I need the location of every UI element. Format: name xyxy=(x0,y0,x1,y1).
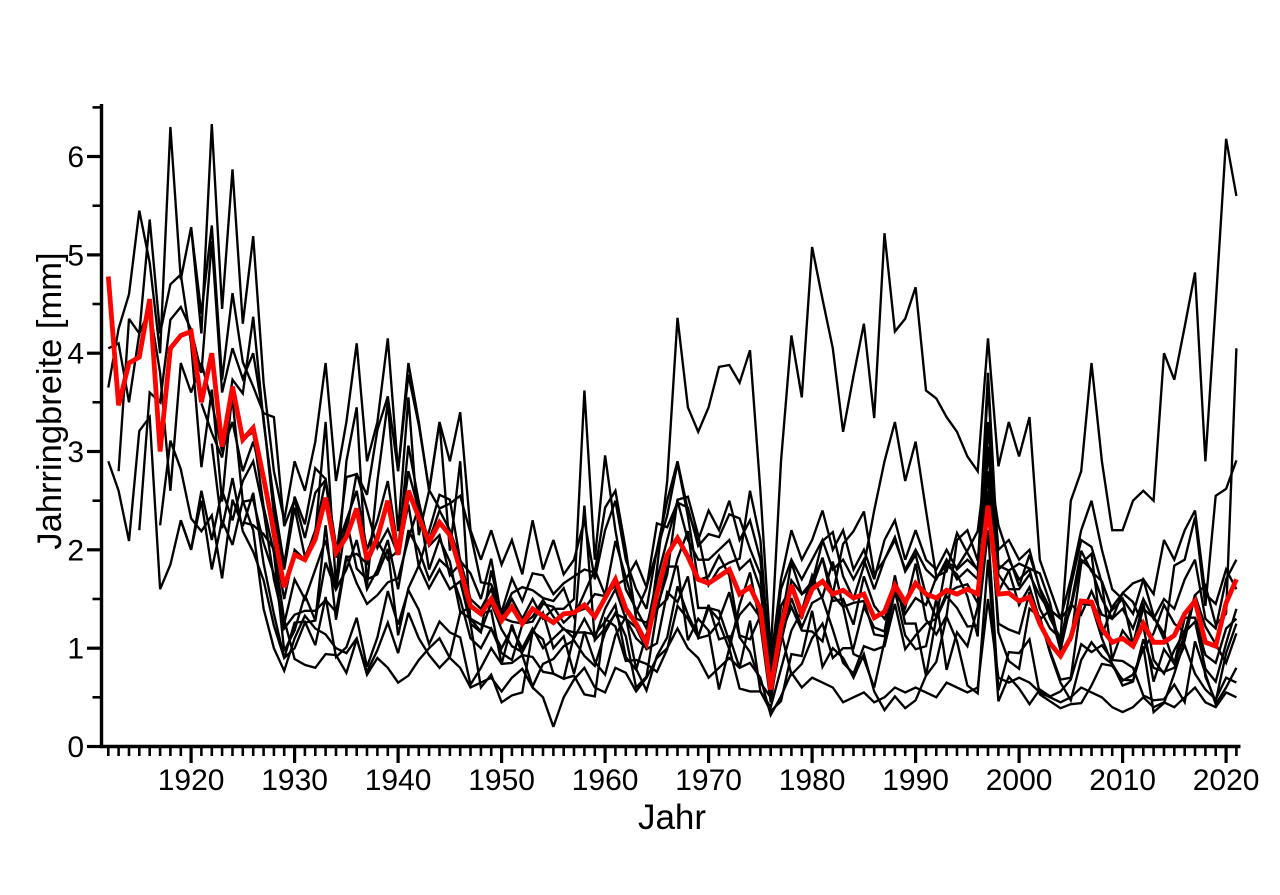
svg-text:2: 2 xyxy=(67,534,84,567)
svg-text:5: 5 xyxy=(67,239,84,272)
svg-text:1960: 1960 xyxy=(572,764,639,797)
svg-text:2010: 2010 xyxy=(1089,764,1156,797)
svg-text:1950: 1950 xyxy=(468,764,535,797)
svg-text:3: 3 xyxy=(67,436,84,469)
svg-text:1970: 1970 xyxy=(675,764,742,797)
svg-text:0: 0 xyxy=(67,731,84,764)
svg-text:1980: 1980 xyxy=(779,764,846,797)
svg-text:1: 1 xyxy=(67,633,84,666)
svg-text:1940: 1940 xyxy=(365,764,432,797)
svg-text:6: 6 xyxy=(67,141,84,174)
svg-text:4: 4 xyxy=(67,338,84,371)
svg-text:1930: 1930 xyxy=(261,764,328,797)
svg-text:2020: 2020 xyxy=(1193,764,1260,797)
svg-text:2000: 2000 xyxy=(986,764,1053,797)
svg-text:Jahrringbreite [mm]: Jahrringbreite [mm] xyxy=(31,252,69,549)
svg-text:1990: 1990 xyxy=(882,764,949,797)
svg-text:Jahr: Jahr xyxy=(638,798,706,837)
svg-text:1920: 1920 xyxy=(158,764,225,797)
